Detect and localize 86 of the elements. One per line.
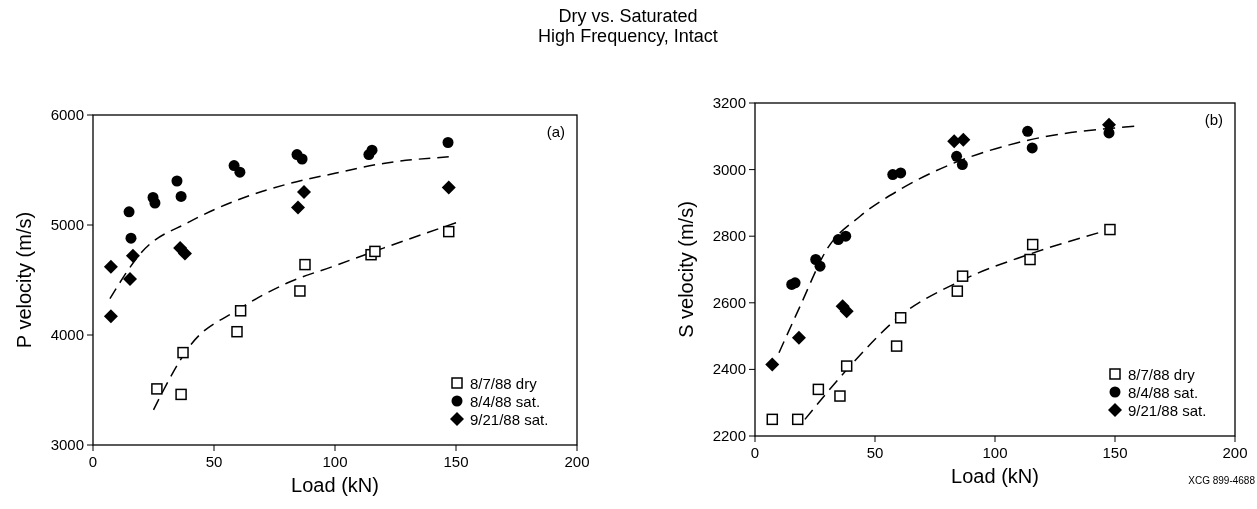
x-tick-label: 100 (982, 444, 1008, 461)
x-tick-label: 0 (88, 453, 98, 470)
point (1024, 253, 1036, 266)
point (956, 270, 969, 282)
y-tick-label: 3200 (712, 94, 746, 111)
point (441, 180, 456, 195)
point (766, 413, 779, 426)
y-tick-label: 2200 (712, 427, 746, 444)
line-series (109, 156, 450, 300)
y-tick-label: 2600 (712, 293, 746, 311)
point (791, 330, 806, 345)
y-tick-label: 2400 (712, 360, 746, 378)
x-tick-label: 50 (866, 444, 884, 461)
point (814, 260, 826, 272)
point (171, 175, 183, 187)
point (895, 167, 907, 179)
legend-label: 8/4/88 sat. (1128, 384, 1199, 401)
y-tick-label: 4000 (50, 326, 84, 343)
point (890, 340, 903, 352)
x-tick-label: 200 (564, 453, 590, 470)
point (234, 305, 247, 317)
point (294, 285, 306, 297)
x-tick-label: 0 (750, 444, 760, 461)
line-series (152, 222, 457, 411)
point (442, 225, 455, 238)
point (234, 166, 246, 178)
point (177, 346, 189, 359)
point (151, 383, 163, 395)
point (299, 258, 311, 271)
point (366, 144, 378, 156)
point (1022, 125, 1034, 137)
point (149, 197, 161, 209)
legend-label: 9/21/88 sat. (470, 411, 549, 428)
legend-label: 8/7/88 dry (1128, 366, 1196, 383)
point (840, 360, 853, 372)
annotation: (b) (1204, 111, 1223, 128)
point (951, 285, 964, 297)
point (1104, 223, 1116, 236)
point (956, 132, 971, 147)
x-tick-label: 200 (1222, 444, 1248, 461)
point (956, 159, 968, 171)
x-axis-title: Load (kN) (291, 474, 379, 496)
y-tick-label: 5000 (50, 216, 84, 233)
point (812, 383, 825, 396)
point (1026, 238, 1039, 251)
point (123, 271, 138, 286)
point (125, 232, 137, 244)
point (369, 245, 381, 258)
point (1026, 142, 1038, 154)
point (765, 357, 780, 372)
point (231, 325, 243, 338)
y-axis-title: S velocity (m/s) (675, 201, 697, 338)
y-axis-title: P velocity (m/s) (13, 211, 35, 349)
y-tick-label: 6000 (50, 106, 84, 123)
point (123, 206, 135, 218)
point (442, 137, 454, 148)
y-tick-label: 2800 (712, 227, 746, 245)
legend-label: 8/4/88 sat. (470, 393, 541, 410)
point (175, 388, 187, 401)
point (791, 413, 804, 426)
point (290, 200, 305, 215)
point (125, 248, 140, 263)
x-tick-label: 150 (1102, 444, 1128, 461)
x-axis-title: Load (kN) (951, 465, 1039, 487)
point (175, 190, 187, 202)
text: Dry vs. Saturated (558, 6, 698, 26)
x-tick-label: 100 (322, 453, 348, 470)
point (177, 246, 192, 261)
legend-label: 8/7/88 dry (470, 375, 538, 392)
x-tick-label: 150 (443, 453, 469, 470)
point (103, 309, 118, 324)
point (296, 153, 308, 165)
point (297, 185, 312, 199)
point (839, 304, 854, 319)
legend-label: 9/21/88 sat. (1128, 402, 1207, 419)
y-tick-label: 3000 (50, 436, 84, 453)
point (840, 230, 852, 242)
x-tick-label: 50 (205, 453, 223, 470)
y-tick-label: 3000 (712, 160, 746, 178)
text: XCG 899-4688 (1188, 475, 1256, 486)
point (834, 390, 846, 402)
point (103, 259, 118, 274)
annotation: (a) (546, 123, 565, 140)
point (951, 150, 963, 162)
text: High Frequency, Intact (538, 26, 718, 46)
point (894, 312, 907, 324)
